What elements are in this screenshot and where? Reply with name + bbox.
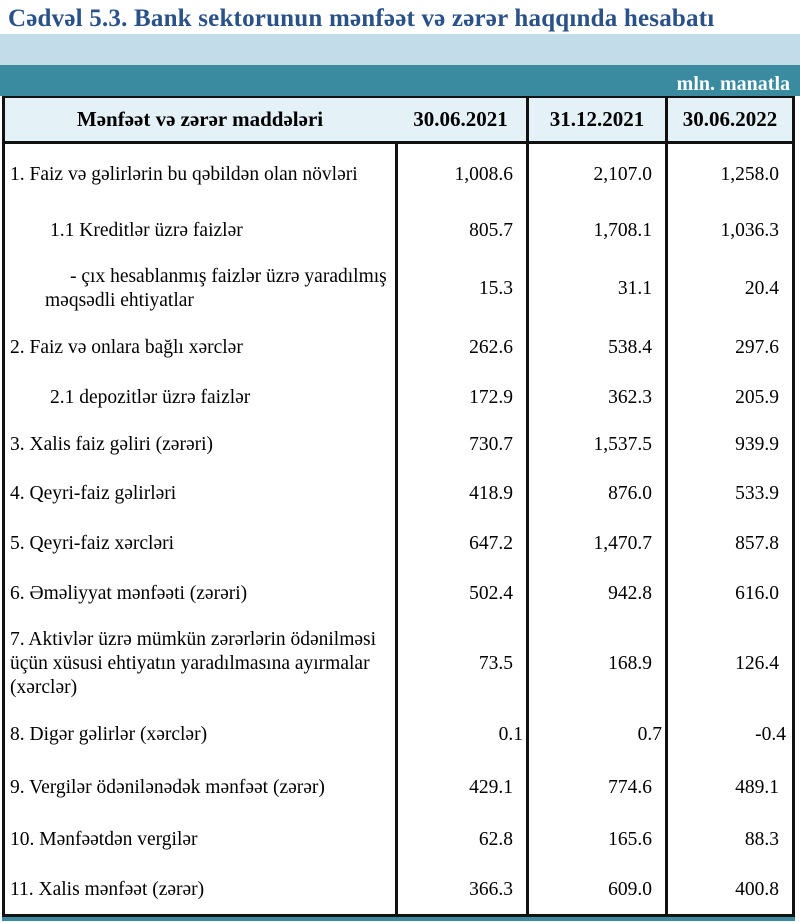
table-row: 10. Mənfəətdən vergilər 62.8 165.6 88.3 bbox=[5, 814, 792, 865]
row-value-2: 362.3 bbox=[526, 374, 665, 421]
row-value-3: 400.8 bbox=[665, 865, 792, 914]
row-value-1: 502.4 bbox=[395, 569, 526, 619]
row-value-2: 1,708.1 bbox=[526, 206, 665, 256]
row-value-2: 609.0 bbox=[526, 865, 665, 914]
row-label: 6. Əməliyyat mənfəəti (zərəri) bbox=[10, 583, 248, 604]
row-value-3: 616.0 bbox=[665, 569, 792, 619]
row-value-3: 1,036.3 bbox=[665, 206, 792, 256]
row-label: - çıx hesablanmış faizlər üzrə yaradılmı… bbox=[45, 265, 387, 311]
row-value-2: 165.6 bbox=[526, 814, 665, 865]
row-value-1: 429.1 bbox=[395, 761, 526, 814]
row-value-1: 418.9 bbox=[395, 469, 526, 519]
column-header-items: Mənfəət və zərər maddələri bbox=[76, 107, 324, 131]
column-header-date-3: 30.06.2022 bbox=[665, 98, 792, 141]
row-value-2: 538.4 bbox=[526, 321, 665, 374]
column-header-date-2: 31.12.2021 bbox=[526, 98, 665, 141]
row-value-1: 262.6 bbox=[395, 321, 526, 374]
row-value-3: 489.1 bbox=[665, 761, 792, 814]
row-value-1: 805.7 bbox=[395, 206, 526, 256]
row-value-3: 939.9 bbox=[665, 421, 792, 469]
table-row: - çıx hesablanmış faizlər üzrə yaradılmı… bbox=[5, 256, 792, 321]
row-label: 10. Mənfəətdən vergilər bbox=[10, 828, 198, 850]
row-value-1: 15.3 bbox=[395, 256, 526, 321]
row-value-1: 172.9 bbox=[395, 374, 526, 421]
table-header-row: Mənfəət və zərər maddələri 30.06.2021 31… bbox=[5, 98, 792, 144]
row-value-2: 1,537.5 bbox=[526, 421, 665, 469]
table-row: 11. Xalis mənfəət (zərər) 366.3 609.0 40… bbox=[5, 865, 792, 914]
row-label: 7. Aktivlər üzrə mümkün zərərlərin ödəni… bbox=[10, 629, 377, 698]
row-value-1: 73.5 bbox=[395, 619, 526, 709]
table-row: 6. Əməliyyat mənfəəti (zərəri) 502.4 942… bbox=[5, 569, 792, 619]
row-label: 2.1 depozitlər üzrə faizlər bbox=[50, 386, 251, 408]
table-row: 9. Vergilər ödənilənədək mənfəət (zərər)… bbox=[5, 761, 792, 814]
table-row: 7. Aktivlər üzrə mümkün zərərlərin ödəni… bbox=[5, 619, 792, 709]
row-value-3: 857.8 bbox=[665, 519, 792, 569]
table-row: 3. Xalis faiz gəliri (zərəri) 730.7 1,53… bbox=[5, 421, 792, 469]
table-row: 8. Digər gəlirlər (xərclər) 0.1 0.7 -0.4 bbox=[5, 709, 792, 761]
row-value-2: 0.7 bbox=[526, 709, 665, 761]
row-value-3: 20.4 bbox=[665, 256, 792, 321]
row-value-1: 1,008.6 bbox=[395, 144, 526, 206]
row-value-3: 205.9 bbox=[665, 374, 792, 421]
row-label: 11. Xalis mənfəət (zərər) bbox=[10, 878, 205, 900]
row-label: 5. Qeyri-faiz xərcləri bbox=[10, 533, 175, 554]
table-row: 5. Qeyri-faiz xərcləri 647.2 1,470.7 857… bbox=[5, 519, 792, 569]
table-body: 1. Faiz və gəlirlərin bu qəbildən olan n… bbox=[5, 144, 792, 914]
row-value-2: 2,107.0 bbox=[526, 144, 665, 206]
table-row: 1. Faiz və gəlirlərin bu qəbildən olan n… bbox=[5, 144, 792, 206]
unit-label: mln. manatla bbox=[676, 73, 790, 95]
page-title: Cədvəl 5.3. Bank sektorunun mənfəət və z… bbox=[8, 5, 715, 32]
row-label: 3. Xalis faiz gəliri (zərəri) bbox=[10, 434, 214, 455]
column-header-date-1: 30.06.2021 bbox=[413, 107, 508, 131]
table-row: 1.1 Kreditlər üzrə faizlər 805.7 1,708.1… bbox=[5, 206, 792, 256]
row-label: 9. Vergilər ödənilənədək mənfəət (zərər) bbox=[10, 776, 325, 798]
row-label: 1.1 Kreditlər üzrə faizlər bbox=[50, 220, 243, 241]
row-value-3: 297.6 bbox=[665, 321, 792, 374]
row-label: 1. Faiz və gəlirlərin bu qəbildən olan n… bbox=[10, 164, 358, 185]
unit-band: mln. manatla bbox=[0, 65, 800, 96]
row-value-3: 1,258.0 bbox=[665, 144, 792, 206]
row-value-2: 774.6 bbox=[526, 761, 665, 814]
row-label: 8. Digər gəlirlər (xərclər) bbox=[10, 724, 208, 745]
row-value-2: 168.9 bbox=[526, 619, 665, 709]
row-value-2: 876.0 bbox=[526, 469, 665, 519]
row-value-2: 1,470.7 bbox=[526, 519, 665, 569]
row-value-1: 647.2 bbox=[395, 519, 526, 569]
row-value-1: 0.1 bbox=[395, 709, 526, 761]
table-row: 4. Qeyri-faiz gəlirləri 418.9 876.0 533.… bbox=[5, 469, 792, 519]
row-label: 4. Qeyri-faiz gəlirləri bbox=[10, 483, 177, 504]
decor-bottom-strip bbox=[2, 917, 795, 921]
row-value-1: 366.3 bbox=[395, 865, 526, 914]
row-value-3: 126.4 bbox=[665, 619, 792, 709]
row-value-3: -0.4 bbox=[665, 709, 792, 761]
table-row: 2. Faiz və onlara bağlı xərclər 262.6 53… bbox=[5, 321, 792, 374]
row-value-2: 31.1 bbox=[526, 256, 665, 321]
decor-band-light bbox=[0, 34, 800, 65]
table-row: 2.1 depozitlər üzrə faizlər 172.9 362.3 … bbox=[5, 374, 792, 421]
row-label: 2. Faiz və onlara bağlı xərclər bbox=[10, 336, 243, 358]
row-value-1: 62.8 bbox=[395, 814, 526, 865]
row-value-3: 88.3 bbox=[665, 814, 792, 865]
row-value-3: 533.9 bbox=[665, 469, 792, 519]
row-value-1: 730.7 bbox=[395, 421, 526, 469]
profit-loss-table: Mənfəət və zərər maddələri 30.06.2021 31… bbox=[2, 96, 795, 917]
row-value-2: 942.8 bbox=[526, 569, 665, 619]
